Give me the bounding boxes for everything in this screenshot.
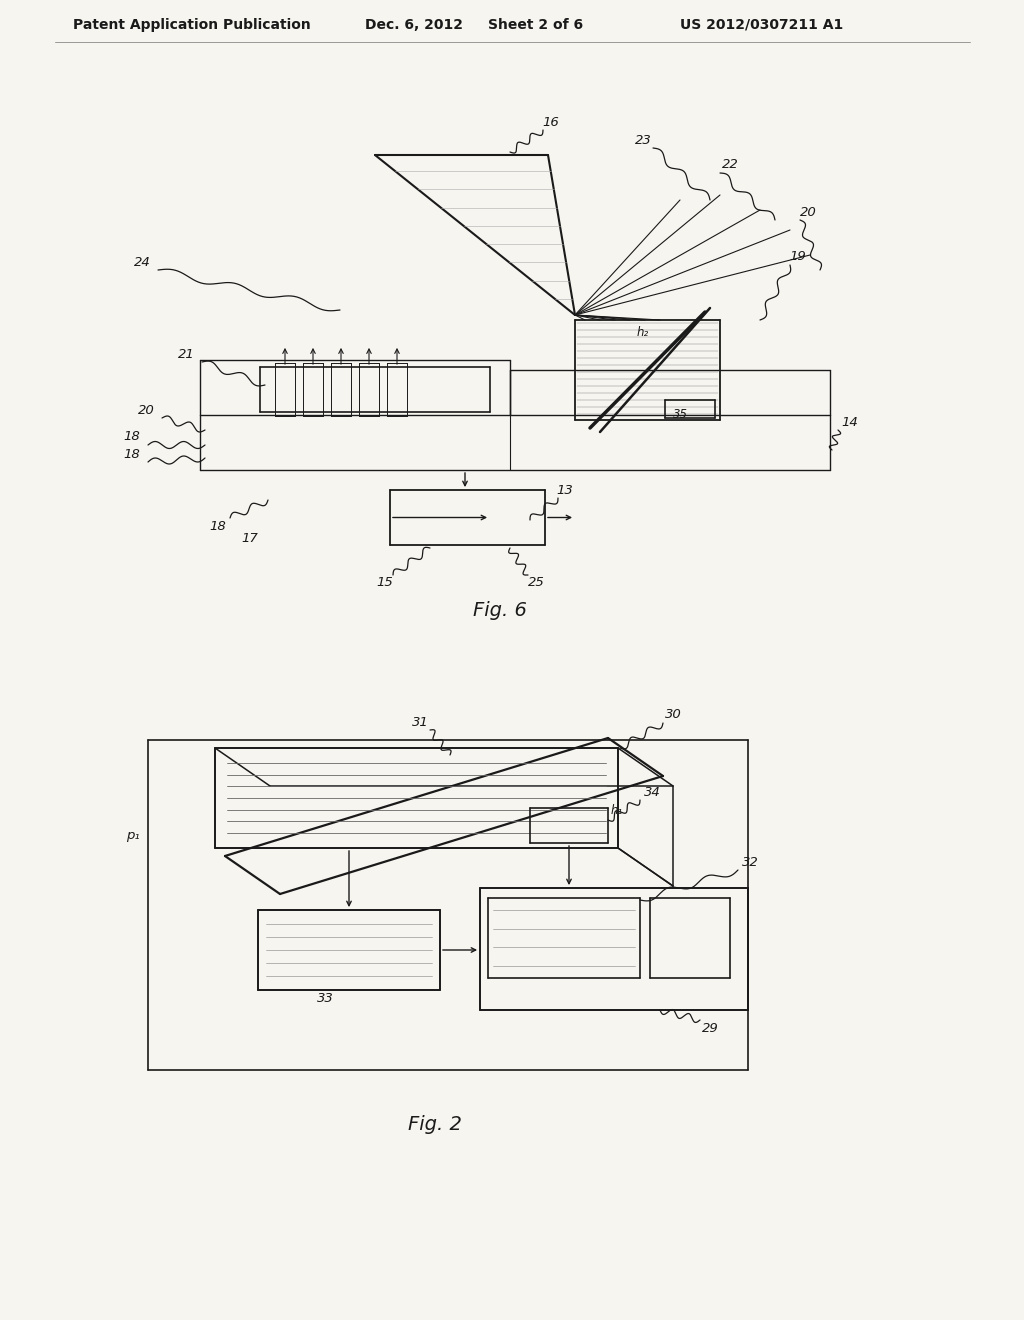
Text: 24: 24 <box>133 256 151 268</box>
Text: 23: 23 <box>635 133 651 147</box>
Text: 25: 25 <box>527 577 545 590</box>
Text: 18: 18 <box>124 447 140 461</box>
Text: Dec. 6, 2012: Dec. 6, 2012 <box>365 18 463 32</box>
Text: US 2012/0307211 A1: US 2012/0307211 A1 <box>680 18 843 32</box>
Text: h₂: h₂ <box>637 326 649 339</box>
Text: 18: 18 <box>210 520 226 532</box>
Text: 19: 19 <box>790 251 806 264</box>
Text: Sheet 2 of 6: Sheet 2 of 6 <box>488 18 583 32</box>
Text: 31: 31 <box>412 715 428 729</box>
Text: Fig. 2: Fig. 2 <box>408 1115 462 1134</box>
Text: 14: 14 <box>842 416 858 429</box>
Text: 20: 20 <box>137 404 155 417</box>
Text: 33: 33 <box>316 991 334 1005</box>
Text: p₁: p₁ <box>126 829 140 842</box>
Text: 15: 15 <box>377 577 393 590</box>
Text: 13: 13 <box>557 483 573 496</box>
Text: 20: 20 <box>800 206 816 219</box>
Text: 34: 34 <box>644 787 660 800</box>
Text: h₁: h₁ <box>611 804 624 817</box>
Text: 35: 35 <box>673 408 687 421</box>
Text: 22: 22 <box>722 157 738 170</box>
Text: 16: 16 <box>543 116 559 128</box>
Text: 21: 21 <box>177 347 195 360</box>
Text: Patent Application Publication: Patent Application Publication <box>73 18 310 32</box>
Text: 32: 32 <box>741 855 759 869</box>
Text: 18: 18 <box>124 430 140 444</box>
Text: 29: 29 <box>701 1022 719 1035</box>
Text: Fig. 6: Fig. 6 <box>473 601 527 619</box>
Text: 30: 30 <box>665 709 681 722</box>
Text: 17: 17 <box>242 532 258 544</box>
